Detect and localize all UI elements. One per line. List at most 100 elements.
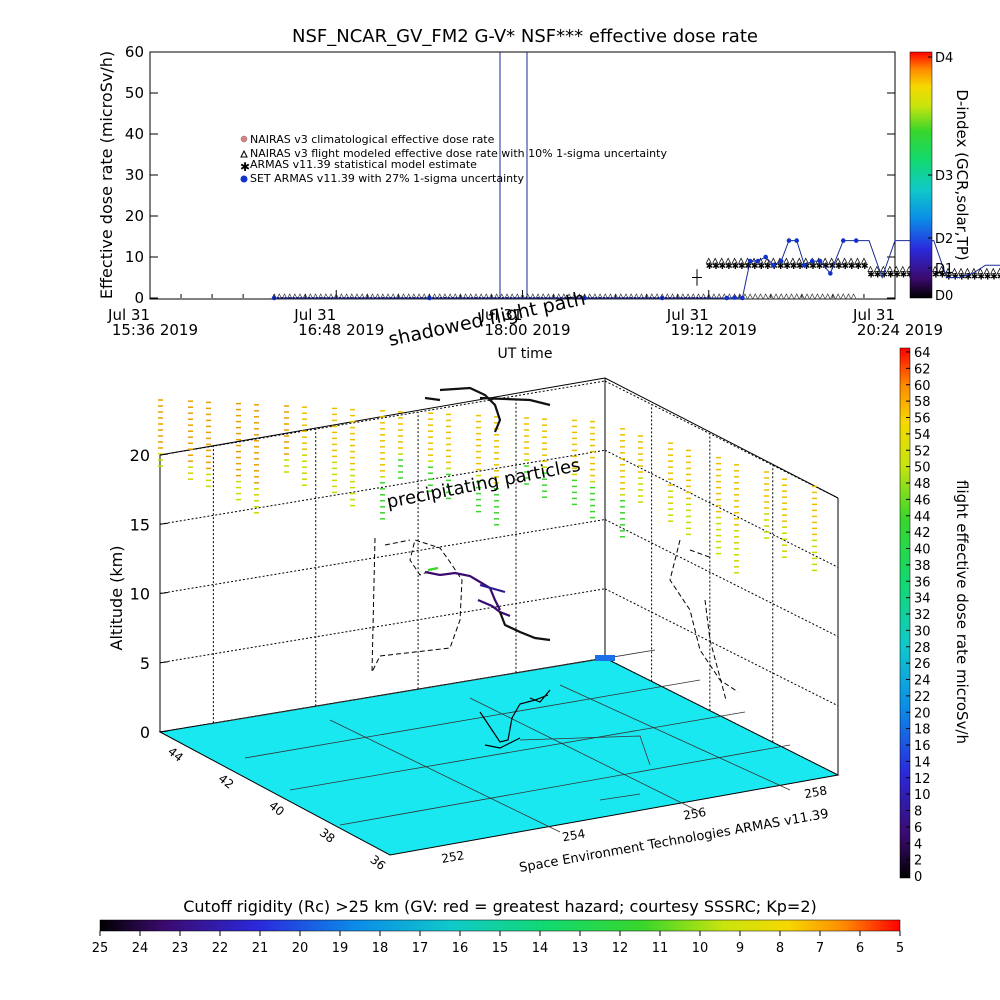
nairas-flight-marker bbox=[793, 293, 800, 300]
nairas-flight-marker bbox=[718, 257, 725, 264]
set-armas-point bbox=[747, 258, 753, 264]
armas-model-marker: ✱ bbox=[835, 262, 843, 272]
set-armas-baseline bbox=[521, 297, 524, 299]
nairas-flight-marker bbox=[824, 293, 831, 300]
nairas-flight-marker bbox=[514, 293, 521, 300]
set-armas-baseline bbox=[308, 297, 311, 299]
armas-model-marker: ✱ bbox=[971, 272, 979, 282]
grid-line bbox=[604, 449, 839, 568]
lat-tick-label: 36 bbox=[368, 852, 389, 872]
rigidity-tick-label: 23 bbox=[172, 941, 189, 956]
set-armas-baseline bbox=[595, 297, 598, 299]
rigidity-tick-label: 5 bbox=[896, 941, 904, 956]
set-armas-baseline bbox=[463, 297, 466, 299]
nairas-flight-marker bbox=[752, 293, 759, 300]
grid-line bbox=[604, 519, 839, 637]
x-tick-label: Jul 31 bbox=[107, 306, 150, 324]
rigidity-tick-label: 17 bbox=[412, 941, 429, 956]
set-armas-baseline bbox=[509, 297, 512, 299]
y-tick-label: 20 bbox=[125, 207, 144, 225]
nairas-flight-marker bbox=[669, 293, 676, 300]
set-armas-point bbox=[817, 258, 823, 264]
rigidity-colorbar bbox=[99, 919, 901, 932]
rigidity-tick-label: 8 bbox=[776, 941, 784, 956]
lon-tick-label: 256 bbox=[682, 805, 707, 823]
x-tick-label: Jul 31 bbox=[666, 306, 709, 324]
set-armas-baseline bbox=[494, 297, 497, 299]
armas-model-marker: ✱ bbox=[932, 270, 940, 280]
nairas-flight-marker bbox=[725, 257, 732, 264]
nairas-flight-marker bbox=[964, 267, 971, 274]
nairas-flight-marker bbox=[822, 257, 829, 264]
nairas-flight-marker bbox=[447, 293, 454, 300]
dose-tick-label: 22 bbox=[914, 690, 931, 705]
nairas-flight-marker bbox=[291, 293, 298, 300]
armas-model-marker: ✱ bbox=[854, 262, 862, 272]
set-armas-baseline bbox=[315, 297, 318, 299]
set-armas-baseline bbox=[374, 297, 377, 299]
z-axis: 0 5 10 15 20 bbox=[130, 446, 169, 742]
rigidity-tick-label: 9 bbox=[736, 941, 744, 956]
dindex-ticks: D0 D1 D2 D3 D4 bbox=[928, 51, 953, 304]
set-armas-baseline bbox=[649, 297, 652, 299]
nairas-flight-marker bbox=[957, 267, 965, 274]
set-armas-baseline bbox=[505, 297, 508, 299]
set-armas-baseline bbox=[498, 297, 501, 299]
set-armas-baseline bbox=[288, 297, 291, 299]
set-armas-baseline bbox=[703, 297, 706, 299]
set-armas-baseline bbox=[311, 297, 314, 299]
nairas-flight-marker bbox=[322, 293, 329, 300]
dose-tick-label: 4 bbox=[914, 837, 922, 852]
nairas-flight-marker bbox=[498, 293, 505, 300]
nairas-flight-marker bbox=[835, 257, 842, 264]
grid-line bbox=[159, 588, 606, 664]
dose-tick-label: 26 bbox=[914, 657, 931, 672]
nairas-flight-marker bbox=[545, 293, 552, 300]
nairas-flight-marker bbox=[845, 293, 852, 300]
x-tick-label: Jul 31 bbox=[293, 306, 336, 324]
set-armas-baseline bbox=[568, 297, 571, 299]
armas-model-marker: ✱ bbox=[893, 270, 901, 280]
dose-tick-label: 6 bbox=[914, 821, 922, 836]
nairas-flight-marker bbox=[819, 293, 826, 300]
nairas-flight-marker bbox=[788, 293, 795, 300]
nairas-flight-marker bbox=[281, 293, 288, 300]
lat-tick-label: 38 bbox=[317, 825, 338, 845]
nairas-flight-marker bbox=[893, 265, 900, 272]
nairas-flight-marker bbox=[576, 293, 583, 300]
nairas-flight-marker bbox=[338, 293, 345, 300]
nairas-flight-marker bbox=[695, 293, 702, 300]
set-armas-baseline bbox=[626, 297, 629, 299]
dose-tick-label: 50 bbox=[914, 461, 931, 476]
nairas-flight-marker bbox=[509, 293, 516, 300]
set-armas-point bbox=[740, 295, 745, 301]
set-armas-baseline bbox=[517, 297, 520, 299]
nairas-flight-marker bbox=[483, 293, 490, 300]
set-armas-baseline bbox=[350, 297, 353, 299]
nairas-flight-marker bbox=[591, 293, 598, 300]
nairas-flight-marker bbox=[405, 293, 412, 300]
set-armas-baseline bbox=[408, 297, 411, 299]
rigidity-tick-label: 11 bbox=[652, 941, 669, 956]
rigidity-tick-label: 6 bbox=[856, 941, 864, 956]
nairas-flight-marker bbox=[478, 293, 485, 300]
set-armas-baseline bbox=[618, 297, 621, 299]
set-armas-baseline bbox=[358, 297, 361, 299]
armas-model-marker: ✱ bbox=[712, 262, 720, 272]
nairas-flight-marker bbox=[899, 265, 906, 272]
dose-tick-label: 30 bbox=[914, 624, 931, 639]
nairas-flight-marker bbox=[710, 293, 717, 300]
set-armas-baseline bbox=[599, 297, 602, 299]
nairas-flight-marker bbox=[772, 293, 780, 300]
nairas-flight-marker bbox=[467, 293, 474, 300]
z-tick bbox=[159, 730, 169, 733]
set-armas-baseline bbox=[296, 297, 299, 299]
armas-model-marker: ✱ bbox=[984, 272, 992, 282]
nairas-flight-marker bbox=[767, 293, 774, 300]
ground-marker bbox=[595, 655, 615, 661]
set-armas-point bbox=[786, 238, 792, 243]
nairas-flight-marker bbox=[400, 293, 407, 300]
set-armas-baseline bbox=[401, 297, 404, 299]
set-armas-baseline bbox=[440, 297, 443, 299]
grid-line bbox=[159, 380, 606, 456]
